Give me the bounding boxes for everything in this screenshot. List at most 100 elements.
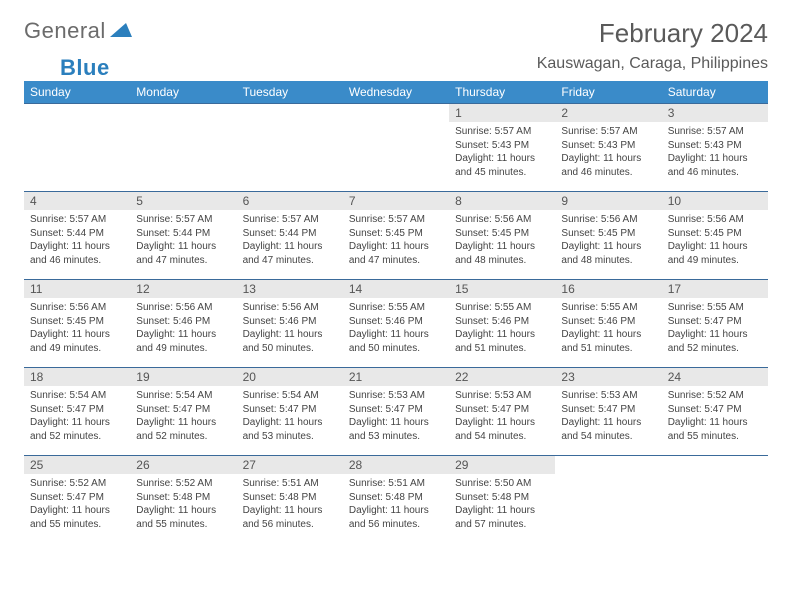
day-number: 7	[343, 192, 449, 210]
daylight-text: and 49 minutes.	[136, 342, 230, 356]
daylight-text: Daylight: 11 hours	[243, 504, 337, 518]
sunrise-text: Sunrise: 5:57 AM	[455, 125, 549, 139]
sunset-text: Sunset: 5:48 PM	[349, 491, 443, 505]
daylight-text: and 52 minutes.	[668, 342, 762, 356]
day-details: Sunrise: 5:56 AMSunset: 5:45 PMDaylight:…	[555, 210, 661, 270]
week-row: 1Sunrise: 5:57 AMSunset: 5:43 PMDaylight…	[24, 104, 768, 192]
day-number: 1	[449, 104, 555, 122]
week-row: 25Sunrise: 5:52 AMSunset: 5:47 PMDayligh…	[24, 456, 768, 544]
sunrise-text: Sunrise: 5:57 AM	[561, 125, 655, 139]
day-details: Sunrise: 5:56 AMSunset: 5:45 PMDaylight:…	[662, 210, 768, 270]
daylight-text: and 54 minutes.	[561, 430, 655, 444]
sunset-text: Sunset: 5:47 PM	[668, 403, 762, 417]
daylight-text: Daylight: 11 hours	[30, 416, 124, 430]
day-cell-8: 8Sunrise: 5:56 AMSunset: 5:45 PMDaylight…	[449, 192, 555, 280]
day-details: Sunrise: 5:57 AMSunset: 5:43 PMDaylight:…	[662, 122, 768, 182]
daylight-text: and 53 minutes.	[243, 430, 337, 444]
sunset-text: Sunset: 5:45 PM	[561, 227, 655, 241]
day-number: 23	[555, 368, 661, 386]
daylight-text: and 53 minutes.	[349, 430, 443, 444]
day-header-thursday: Thursday	[449, 81, 555, 104]
sunrise-text: Sunrise: 5:56 AM	[668, 213, 762, 227]
day-number: 16	[555, 280, 661, 298]
daylight-text: and 52 minutes.	[136, 430, 230, 444]
day-details: Sunrise: 5:56 AMSunset: 5:46 PMDaylight:…	[130, 298, 236, 358]
day-cell-23: 23Sunrise: 5:53 AMSunset: 5:47 PMDayligh…	[555, 368, 661, 456]
day-details: Sunrise: 5:51 AMSunset: 5:48 PMDaylight:…	[237, 474, 343, 534]
header: General February 2024	[24, 18, 768, 49]
daylight-text: and 47 minutes.	[349, 254, 443, 268]
day-number: 29	[449, 456, 555, 474]
daylight-text: Daylight: 11 hours	[136, 328, 230, 342]
daylight-text: and 51 minutes.	[561, 342, 655, 356]
day-details: Sunrise: 5:55 AMSunset: 5:46 PMDaylight:…	[555, 298, 661, 358]
day-cell-29: 29Sunrise: 5:50 AMSunset: 5:48 PMDayligh…	[449, 456, 555, 544]
sunrise-text: Sunrise: 5:55 AM	[455, 301, 549, 315]
day-cell-26: 26Sunrise: 5:52 AMSunset: 5:48 PMDayligh…	[130, 456, 236, 544]
sunset-text: Sunset: 5:43 PM	[455, 139, 549, 153]
daylight-text: Daylight: 11 hours	[349, 416, 443, 430]
sunset-text: Sunset: 5:47 PM	[30, 491, 124, 505]
day-cell-21: 21Sunrise: 5:53 AMSunset: 5:47 PMDayligh…	[343, 368, 449, 456]
empty-cell	[343, 104, 449, 192]
sunrise-text: Sunrise: 5:55 AM	[561, 301, 655, 315]
sunrise-text: Sunrise: 5:52 AM	[30, 477, 124, 491]
day-cell-16: 16Sunrise: 5:55 AMSunset: 5:46 PMDayligh…	[555, 280, 661, 368]
sunset-text: Sunset: 5:48 PM	[243, 491, 337, 505]
day-number: 6	[237, 192, 343, 210]
calendar-table: SundayMondayTuesdayWednesdayThursdayFrid…	[24, 81, 768, 544]
sunrise-text: Sunrise: 5:57 AM	[136, 213, 230, 227]
sunset-text: Sunset: 5:44 PM	[30, 227, 124, 241]
day-details: Sunrise: 5:55 AMSunset: 5:46 PMDaylight:…	[449, 298, 555, 358]
day-details: Sunrise: 5:52 AMSunset: 5:47 PMDaylight:…	[24, 474, 130, 534]
daylight-text: and 50 minutes.	[243, 342, 337, 356]
daylight-text: and 47 minutes.	[243, 254, 337, 268]
sunset-text: Sunset: 5:46 PM	[455, 315, 549, 329]
daylight-text: Daylight: 11 hours	[30, 240, 124, 254]
logo-triangle-icon	[110, 21, 132, 42]
day-number: 28	[343, 456, 449, 474]
day-number: 9	[555, 192, 661, 210]
sunrise-text: Sunrise: 5:54 AM	[136, 389, 230, 403]
empty-cell	[24, 104, 130, 192]
sunrise-text: Sunrise: 5:54 AM	[30, 389, 124, 403]
daylight-text: Daylight: 11 hours	[668, 328, 762, 342]
day-cell-11: 11Sunrise: 5:56 AMSunset: 5:45 PMDayligh…	[24, 280, 130, 368]
day-header-row: SundayMondayTuesdayWednesdayThursdayFrid…	[24, 81, 768, 104]
day-details: Sunrise: 5:55 AMSunset: 5:46 PMDaylight:…	[343, 298, 449, 358]
daylight-text: Daylight: 11 hours	[561, 152, 655, 166]
daylight-text: Daylight: 11 hours	[136, 416, 230, 430]
day-details: Sunrise: 5:57 AMSunset: 5:44 PMDaylight:…	[237, 210, 343, 270]
daylight-text: and 46 minutes.	[30, 254, 124, 268]
week-row: 4Sunrise: 5:57 AMSunset: 5:44 PMDaylight…	[24, 192, 768, 280]
day-details: Sunrise: 5:52 AMSunset: 5:47 PMDaylight:…	[662, 386, 768, 446]
daylight-text: Daylight: 11 hours	[136, 504, 230, 518]
day-number: 10	[662, 192, 768, 210]
day-header-monday: Monday	[130, 81, 236, 104]
day-header-friday: Friday	[555, 81, 661, 104]
daylight-text: and 52 minutes.	[30, 430, 124, 444]
day-cell-18: 18Sunrise: 5:54 AMSunset: 5:47 PMDayligh…	[24, 368, 130, 456]
sunrise-text: Sunrise: 5:56 AM	[30, 301, 124, 315]
daylight-text: and 55 minutes.	[30, 518, 124, 532]
calendar-body: 1Sunrise: 5:57 AMSunset: 5:43 PMDaylight…	[24, 104, 768, 544]
month-title: February 2024	[599, 18, 768, 49]
day-details: Sunrise: 5:55 AMSunset: 5:47 PMDaylight:…	[662, 298, 768, 358]
sunrise-text: Sunrise: 5:52 AM	[136, 477, 230, 491]
day-number: 27	[237, 456, 343, 474]
sunrise-text: Sunrise: 5:56 AM	[561, 213, 655, 227]
empty-cell	[130, 104, 236, 192]
daylight-text: Daylight: 11 hours	[30, 328, 124, 342]
day-details: Sunrise: 5:57 AMSunset: 5:43 PMDaylight:…	[449, 122, 555, 182]
sunrise-text: Sunrise: 5:57 AM	[30, 213, 124, 227]
day-cell-13: 13Sunrise: 5:56 AMSunset: 5:46 PMDayligh…	[237, 280, 343, 368]
day-number: 19	[130, 368, 236, 386]
brand-text-2: Blue	[60, 55, 110, 81]
daylight-text: Daylight: 11 hours	[455, 328, 549, 342]
day-details: Sunrise: 5:53 AMSunset: 5:47 PMDaylight:…	[449, 386, 555, 446]
daylight-text: and 55 minutes.	[136, 518, 230, 532]
daylight-text: Daylight: 11 hours	[349, 328, 443, 342]
day-cell-4: 4Sunrise: 5:57 AMSunset: 5:44 PMDaylight…	[24, 192, 130, 280]
day-number: 3	[662, 104, 768, 122]
sunrise-text: Sunrise: 5:53 AM	[349, 389, 443, 403]
